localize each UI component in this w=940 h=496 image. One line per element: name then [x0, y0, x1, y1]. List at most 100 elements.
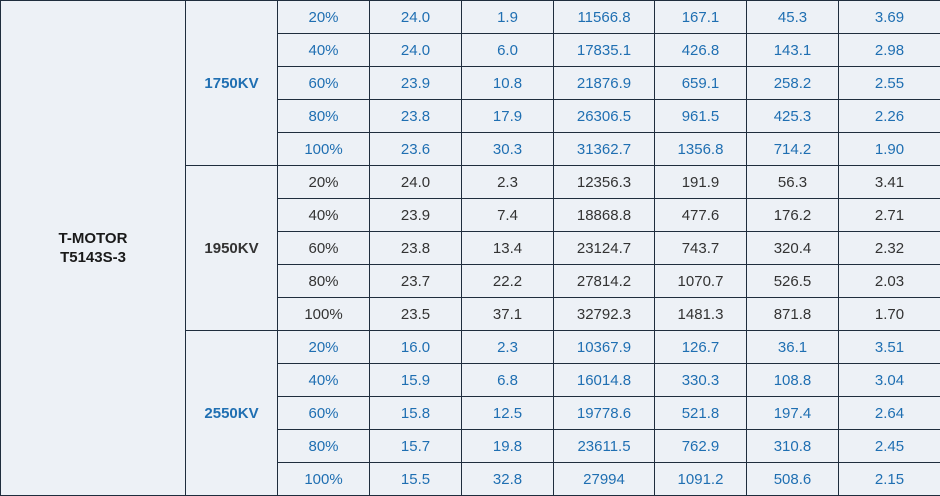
- throttle-cell: 60%: [277, 231, 370, 265]
- value-cell: 425.3: [746, 99, 839, 133]
- value-cell: 1.70: [838, 297, 940, 331]
- throttle-cell: 20%: [277, 0, 370, 34]
- value-cell: 743.7: [654, 231, 747, 265]
- value-cell: 126.7: [654, 330, 747, 364]
- value-cell: 330.3: [654, 363, 747, 397]
- value-cell: 3.69: [838, 0, 940, 34]
- value-cell: 320.4: [746, 231, 839, 265]
- kv-rating-cell: 2550KV: [185, 330, 278, 496]
- value-cell: 23.8: [369, 99, 462, 133]
- value-cell: 2.3: [461, 330, 554, 364]
- value-cell: 1070.7: [654, 264, 747, 298]
- table-row: 60% 23.9 10.8 21876.9 659.1 258.2 2.55: [1, 66, 940, 100]
- value-cell: 27814.2: [553, 264, 655, 298]
- value-cell: 21876.9: [553, 66, 655, 100]
- throttle-cell: 40%: [277, 198, 370, 232]
- value-cell: 2.15: [838, 462, 940, 496]
- throttle-cell: 80%: [277, 99, 370, 133]
- throttle-cell: 20%: [277, 330, 370, 364]
- value-cell: 3.41: [838, 165, 940, 199]
- value-cell: 15.9: [369, 363, 462, 397]
- throttle-cell: 40%: [277, 33, 370, 67]
- value-cell: 258.2: [746, 66, 839, 100]
- value-cell: 45.3: [746, 0, 839, 34]
- value-cell: 23.9: [369, 66, 462, 100]
- value-cell: 310.8: [746, 429, 839, 463]
- value-cell: 521.8: [654, 396, 747, 430]
- value-cell: 16014.8: [553, 363, 655, 397]
- table-row: 2550KV 20% 16.0 2.3 10367.9 126.7 36.1 3.51: [1, 330, 940, 496]
- value-cell: 23.9: [369, 198, 462, 232]
- value-cell: 22.2: [461, 264, 554, 298]
- value-cell: 16.0: [369, 330, 462, 364]
- value-cell: 15.7: [369, 429, 462, 463]
- value-cell: 10.8: [461, 66, 554, 100]
- value-cell: 36.1: [746, 330, 839, 364]
- value-cell: 1481.3: [654, 297, 747, 331]
- value-cell: 19.8: [461, 429, 554, 463]
- value-cell: 23611.5: [553, 429, 655, 463]
- value-cell: 1.9: [461, 0, 554, 34]
- value-cell: 10367.9: [553, 330, 655, 364]
- value-cell: 32.8: [461, 462, 554, 496]
- value-cell: 11566.8: [553, 0, 655, 34]
- value-cell: 508.6: [746, 462, 839, 496]
- table-row: 100% 15.5 32.8 27994 1091.2 508.6 2.15: [1, 462, 940, 496]
- kv-rating-cell: 1750KV: [185, 0, 278, 166]
- value-cell: 2.3: [461, 165, 554, 199]
- value-cell: 167.1: [654, 0, 747, 34]
- throttle-cell: 20%: [277, 165, 370, 199]
- value-cell: 31362.7: [553, 132, 655, 166]
- table-row: 80% 23.7 22.2 27814.2 1070.7 526.5 2.03: [1, 264, 940, 298]
- motor-brand-label: T-MOTOR: [58, 230, 128, 247]
- value-cell: 24.0: [369, 165, 462, 199]
- value-cell: 762.9: [654, 429, 747, 463]
- value-cell: 871.8: [746, 297, 839, 331]
- table-row: 40% 24.0 6.0 17835.1 426.8 143.1 2.98: [1, 33, 940, 67]
- value-cell: 3.51: [838, 330, 940, 364]
- value-cell: 143.1: [746, 33, 839, 67]
- value-cell: 24.0: [369, 0, 462, 34]
- value-cell: 24.0: [369, 33, 462, 67]
- value-cell: 714.2: [746, 132, 839, 166]
- value-cell: 7.4: [461, 198, 554, 232]
- value-cell: 23.7: [369, 264, 462, 298]
- value-cell: 1091.2: [654, 462, 747, 496]
- value-cell: 23124.7: [553, 231, 655, 265]
- value-cell: 12.5: [461, 396, 554, 430]
- value-cell: 19778.6: [553, 396, 655, 430]
- table-row: 100% 23.5 37.1 32792.3 1481.3 871.8 1.70: [1, 297, 940, 331]
- value-cell: 15.8: [369, 396, 462, 430]
- value-cell: 961.5: [654, 99, 747, 133]
- value-cell: 17.9: [461, 99, 554, 133]
- value-cell: 2.32: [838, 231, 940, 265]
- table-row: 80% 15.7 19.8 23611.5 762.9 310.8 2.45: [1, 429, 940, 463]
- table-row: 1950KV 20% 24.0 2.3 12356.3 191.9 56.3 3.41: [1, 165, 940, 331]
- table-row: 100% 23.6 30.3 31362.7 1356.8 714.2 1.90: [1, 132, 940, 166]
- value-cell: 1356.8: [654, 132, 747, 166]
- value-cell: 477.6: [654, 198, 747, 232]
- value-cell: 1.90: [838, 132, 940, 166]
- value-cell: 15.5: [369, 462, 462, 496]
- value-cell: 2.71: [838, 198, 940, 232]
- throttle-cell: 100%: [277, 297, 370, 331]
- value-cell: 26306.5: [553, 99, 655, 133]
- value-cell: 23.5: [369, 297, 462, 331]
- kv-rating-cell: 1950KV: [185, 165, 278, 331]
- table-row: 60% 15.8 12.5 19778.6 521.8 197.4 2.64: [1, 396, 940, 430]
- motor-model-cell: T-MOTOR T5143S-3: [0, 0, 186, 496]
- value-cell: 197.4: [746, 396, 839, 430]
- value-cell: 659.1: [654, 66, 747, 100]
- value-cell: 6.0: [461, 33, 554, 67]
- throttle-cell: 100%: [277, 132, 370, 166]
- value-cell: 27994: [553, 462, 655, 496]
- value-cell: 2.26: [838, 99, 940, 133]
- throttle-cell: 80%: [277, 264, 370, 298]
- table-row: 40% 15.9 6.8 16014.8 330.3 108.8 3.04: [1, 363, 940, 397]
- value-cell: 3.04: [838, 363, 940, 397]
- value-cell: 426.8: [654, 33, 747, 67]
- value-cell: 12356.3: [553, 165, 655, 199]
- value-cell: 2.64: [838, 396, 940, 430]
